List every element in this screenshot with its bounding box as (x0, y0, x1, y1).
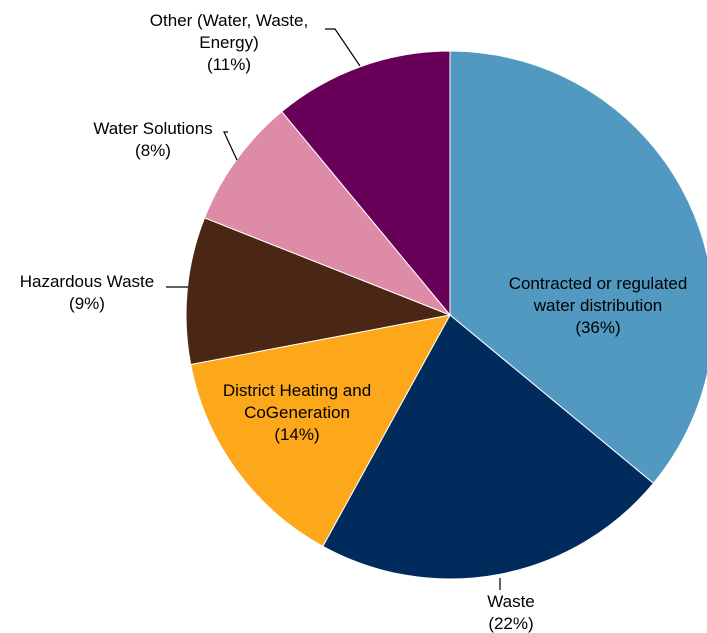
pie-slice (281, 50, 451, 317)
slice-name-label: Waste (487, 592, 535, 611)
slice-name-label: Contracted or regulated (509, 274, 688, 293)
slice-name-label: water distribution (533, 296, 663, 315)
slice-value-label: (9%) (69, 294, 105, 313)
slice-name-label: Hazardous Waste (20, 272, 154, 291)
slice-label: Water Solutions (8%) (93, 119, 212, 160)
leader-lines-layer (166, 28, 501, 590)
leader-line (223, 131, 238, 161)
slice-label: Other (Water, Waste, Energy) (11%) (150, 11, 308, 74)
slice-value-label: (11%) (207, 55, 251, 74)
slice-name-label: Water Solutions (93, 119, 212, 138)
slice-value-label: (14%) (274, 425, 319, 444)
slice-name-label: Other (Water, Waste, (150, 11, 308, 30)
pie-slice (322, 314, 655, 580)
slice-value-label: (36%) (575, 318, 620, 337)
slices-layer (185, 50, 707, 580)
slice-name-label: Energy) (199, 33, 259, 52)
pie-slice (190, 314, 451, 548)
labels-layer: Contracted or regulated water distributio… (20, 11, 688, 633)
pie-slice (185, 217, 452, 366)
pie-slice (449, 50, 707, 484)
slice-value-label: (22%) (488, 614, 533, 633)
slice-value-label: (8%) (135, 141, 171, 160)
slice-label: Hazardous Waste (9%) (20, 272, 154, 313)
slice-label: Waste (22%) (487, 592, 535, 633)
slice-label: District Heating and CoGeneration (14%) (223, 381, 371, 444)
slice-label: Contracted or regulated water distributio… (509, 274, 688, 337)
slice-name-label: District Heating and (223, 381, 371, 400)
leader-line (325, 28, 361, 67)
slice-name-label: CoGeneration (244, 403, 350, 422)
